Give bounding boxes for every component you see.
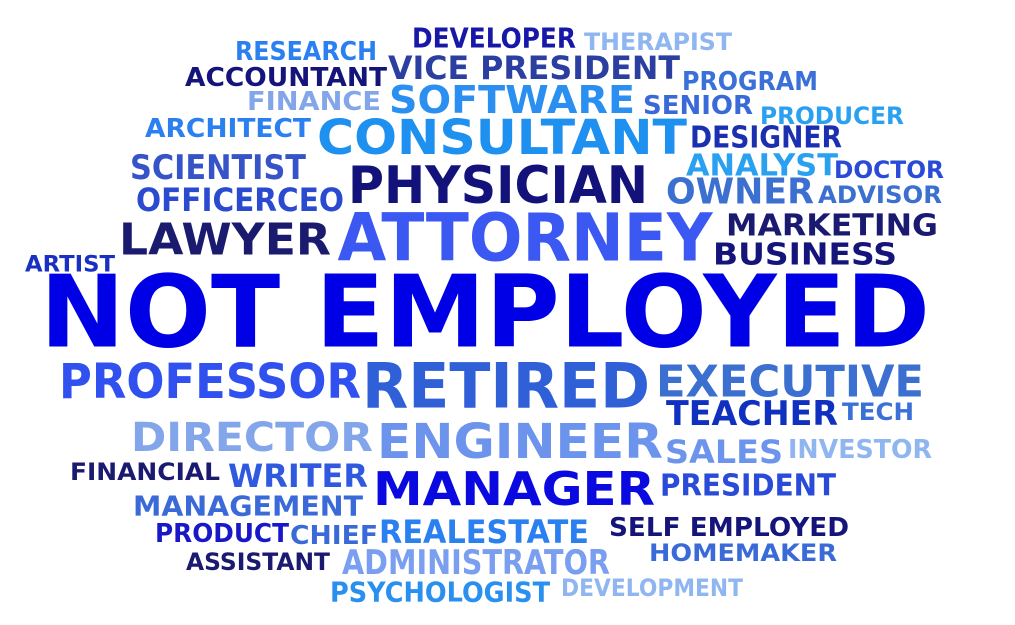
word-vice-president: VICE PRESIDENT — [388, 49, 680, 87]
word-producer: PRODUCER — [760, 102, 904, 130]
word-developer: DEVELOPER — [412, 22, 576, 55]
word-therapist: THERAPIST — [584, 28, 733, 56]
word-senior: SENIOR — [643, 91, 753, 121]
word-scientist: SCIENTIST — [130, 148, 307, 188]
word-administrator: ADMINISTRATOR — [342, 543, 610, 583]
word-director: DIRECTOR — [131, 415, 373, 461]
word-accountant: ACCOUNTANT — [185, 63, 387, 93]
word-writer: WRITER — [228, 457, 368, 495]
word-advisor: ADVISOR — [818, 181, 942, 209]
word-teacher: TEACHER — [666, 394, 838, 434]
word-executive: EXECUTIVE — [656, 357, 924, 408]
word-financial: FINANCIAL — [70, 458, 220, 486]
word-product: PRODUCT — [155, 519, 289, 549]
word-engineer: ENGINEER — [377, 414, 663, 470]
word-artist: ARTIST — [25, 253, 115, 278]
word-retired: RETIRED — [362, 350, 650, 423]
word-not-employed: NOT EMPLOYED — [40, 254, 930, 371]
word-investor: INVESTOR — [788, 435, 932, 465]
word-tech: TECH — [842, 398, 914, 426]
word-president: PRESIDENT — [660, 469, 836, 504]
word-software: SOFTWARE — [389, 78, 635, 122]
word-officerceo: OFFICERCEO — [136, 181, 344, 219]
word-designer: DESIGNER — [690, 121, 842, 156]
word-marketing: MARKETING — [726, 209, 938, 244]
word-self-employed: SELF EMPLOYED — [609, 513, 849, 543]
word-lawyer: LAWYER — [119, 215, 331, 266]
word-professor: PROFESSOR — [59, 354, 361, 410]
word-homemaker: HOMEMAKER — [649, 539, 837, 567]
word-assistant: ASSISTANT — [186, 548, 331, 576]
word-finance: FINANCE — [247, 87, 381, 117]
word-realestate: REALESTATE — [379, 513, 589, 551]
word-doctor: DOCTOR — [834, 156, 944, 184]
word-analyst: ANALYST — [686, 149, 839, 184]
word-business: BUSINESS — [713, 238, 897, 273]
word-consultant: CONSULTANT — [317, 110, 687, 166]
word-physician: PHYSICIAN — [348, 156, 648, 216]
word-psychologist: PSYCHOLOGIST — [330, 576, 550, 609]
word-program: PROGRAM — [682, 67, 818, 97]
word-architect: ARCHITECT — [145, 114, 311, 144]
word-chief: CHIEF — [290, 521, 378, 551]
word-sales: SALES — [665, 433, 783, 471]
word-research: RESEARCH — [235, 37, 377, 67]
word-management: MANAGEMENT — [133, 490, 363, 523]
word-attorney: ATTORNEY — [338, 200, 714, 277]
word-development: DEVELOPMENT — [561, 574, 744, 602]
word-manager: MANAGER — [373, 462, 655, 516]
word-owner: OWNER — [666, 172, 814, 213]
